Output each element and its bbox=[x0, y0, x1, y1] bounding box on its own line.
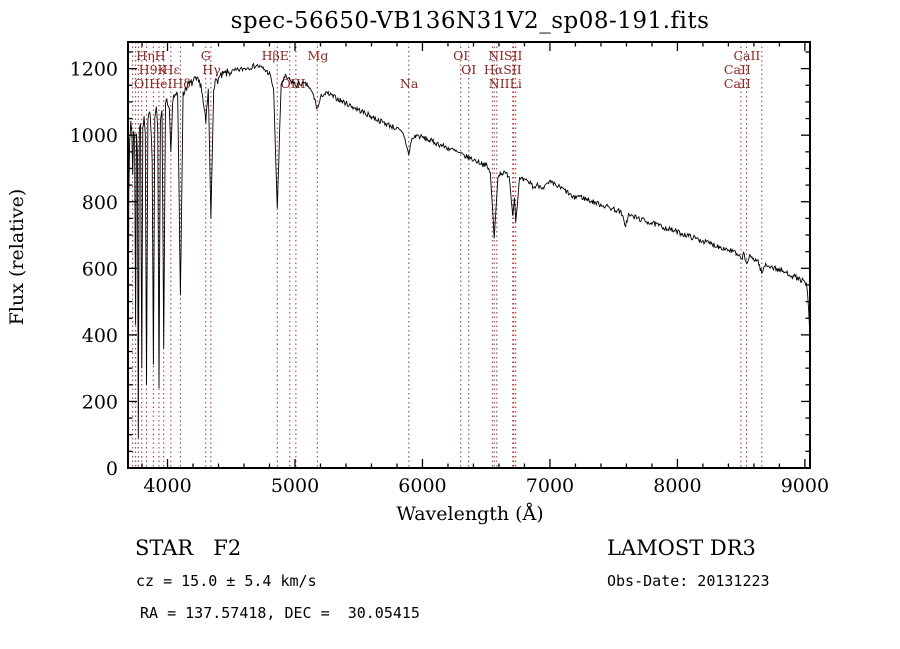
axis-box bbox=[127, 41, 811, 469]
annotation-survey: LAMOST DR3 bbox=[607, 536, 756, 560]
spectral-line-label: OI bbox=[461, 62, 476, 77]
y-tick-label: 400 bbox=[82, 325, 118, 347]
spectral-line-label: Na bbox=[400, 76, 419, 91]
spectral-line-label: OI bbox=[453, 48, 468, 63]
y-tick-label: 600 bbox=[82, 258, 118, 280]
spectral-line-label: Hγ bbox=[202, 62, 220, 77]
x-tick-label: 6000 bbox=[398, 475, 446, 497]
spectral-line-label: G bbox=[201, 48, 211, 63]
spectral-line-label: CaII bbox=[733, 48, 760, 63]
annotation-cz: cz = 15.0 ± 5.4 km/s bbox=[136, 572, 317, 590]
y-tick-label: 1200 bbox=[70, 59, 118, 81]
spectral-line-label: NISII bbox=[488, 48, 522, 63]
y-tick-label: 200 bbox=[82, 391, 118, 413]
annotation-obsdate: Obs-Date: 20131223 bbox=[607, 572, 770, 590]
x-tick-label: 4000 bbox=[143, 475, 191, 497]
x-tick-label: 7000 bbox=[526, 475, 574, 497]
spectral-line-label: Hε bbox=[163, 62, 180, 77]
spectral-line-label: HηH bbox=[136, 48, 165, 63]
spectral-line-label: CaII bbox=[724, 76, 751, 91]
spectrum-curve bbox=[127, 62, 810, 449]
spectral-line-label: CaII bbox=[724, 62, 751, 77]
spectral-line-label: HβE bbox=[262, 48, 289, 63]
y-tick-label: 1000 bbox=[70, 125, 118, 147]
x-tick-label: 8000 bbox=[653, 475, 701, 497]
x-tick-label: 9000 bbox=[781, 475, 829, 497]
x-axis-label: Wavelength (Å) bbox=[396, 503, 544, 525]
y-tick-label: 0 bbox=[106, 458, 118, 480]
spectral-line-label: Mg bbox=[308, 48, 329, 63]
annotation-class: STAR F2 bbox=[135, 536, 242, 560]
plot-title: spec-56650-VB136N31V2_sp08-191.fits bbox=[230, 8, 710, 34]
spectral-line-label: H9K bbox=[139, 62, 168, 77]
spectral-line-label: OIHeIHδ bbox=[134, 76, 191, 91]
spectral-line-label: NIILi bbox=[489, 76, 522, 91]
annotation-radec: RA = 137.57418, DEC = 30.05415 bbox=[140, 604, 420, 622]
spectral-line-label: HαSII bbox=[484, 62, 522, 77]
x-tick-label: 5000 bbox=[271, 475, 319, 497]
y-tick-label: 800 bbox=[82, 192, 118, 214]
